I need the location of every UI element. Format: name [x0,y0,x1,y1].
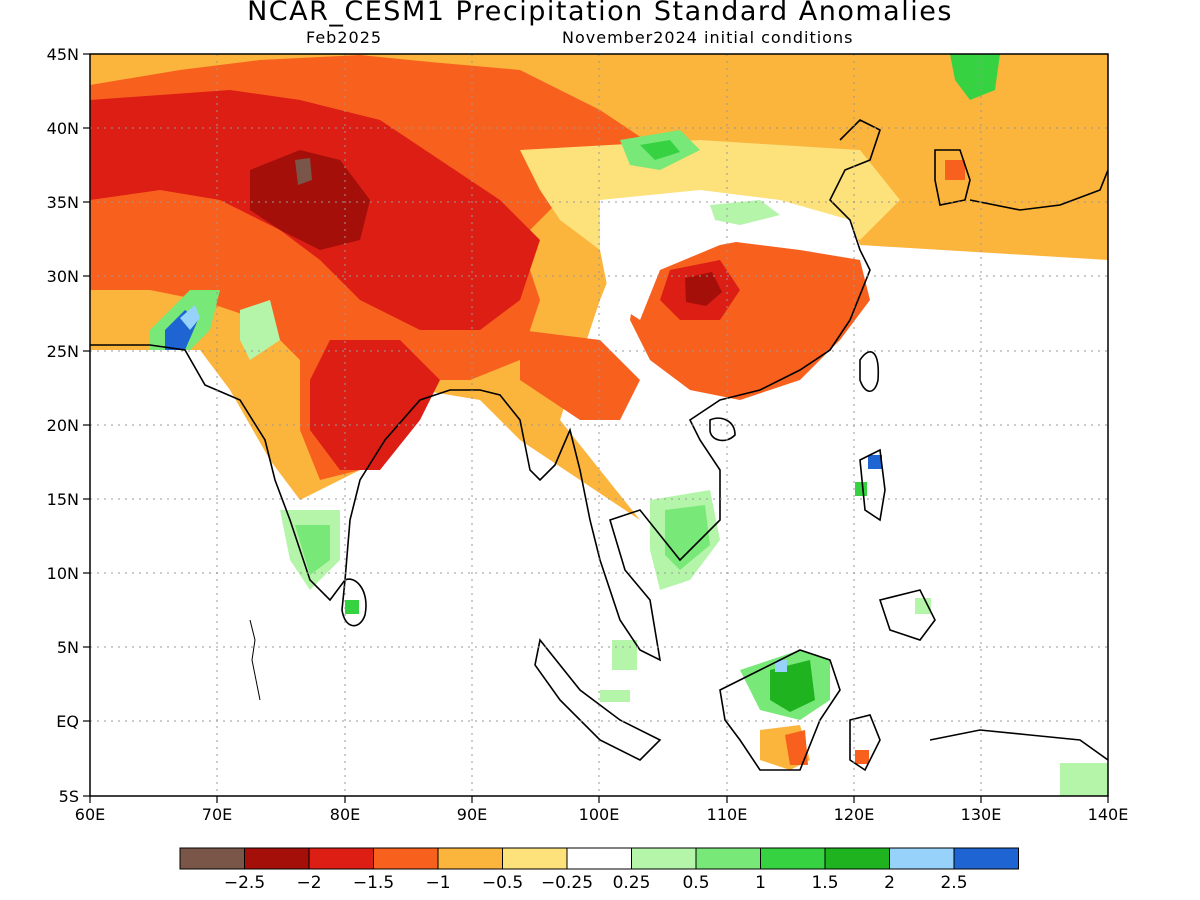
lat-label: 35N [47,193,79,212]
colorbar-swatch [889,847,955,870]
lon-label: 110E [707,805,748,824]
shade-0.25-india-n [240,300,280,360]
forecast-month: Feb2025 [306,28,383,47]
colorbar-swatch [244,847,310,870]
lat-label: 20N [47,416,79,435]
lat-label: 40N [47,119,79,138]
shade-0.25-southeast [1060,763,1108,796]
lon-label: 60E [75,805,105,824]
shade-2-borneo [775,660,787,672]
shade-0.25-malaya [612,640,637,670]
colorbar-label: 0.25 [613,873,651,893]
colorbar-label: −2 [296,873,321,893]
colorbar-label: 1.5 [811,873,838,893]
colorbar-swatch [179,847,245,870]
shade-1-korea [950,54,1000,100]
colorbar-swatch [824,847,890,870]
colorbar-label: −1.5 [353,873,394,893]
lon-label: 90E [457,805,487,824]
hainan-outline [709,417,736,442]
lon-label: 80E [330,805,360,824]
shade-minus-1.5-india [310,340,440,470]
shade-minus-2 [250,150,370,250]
map-title: NCAR_CESM1 Precipitation Standard Anomal… [247,0,953,27]
gridlines [90,54,1108,796]
shade-0.5-indochina [665,505,710,570]
colorbar-label: −1 [425,873,450,893]
lat-label: EQ [56,712,79,731]
colorbar-swatch [760,847,826,870]
lon-label: 120E [834,805,875,824]
sri-lanka-outline [341,578,367,627]
sumatra-outline [534,638,662,761]
lat-label: 25N [47,342,79,361]
lat-label: 15N [47,490,79,509]
mindanao-outline [878,589,936,641]
shade-minus-1-korea [945,160,965,180]
tick-marks [83,53,1109,803]
shade-minus-1-sea [520,330,640,420]
colorbar-swatch [566,847,632,870]
shade-1-luzon [855,482,867,496]
shade-1-srilanka [345,600,359,614]
initial-conditions: November2024 initial conditions [562,28,854,47]
maldives-outline [249,619,261,701]
new-guinea-outline [929,729,1108,761]
shade-1-north [640,140,680,160]
colorbar-label: 2.5 [940,873,967,893]
shade-0.25-sumatra [600,690,630,702]
colorbar-swatch [502,847,568,870]
lat-label: 30N [47,267,79,286]
colorbar-label: −2.5 [224,873,265,893]
shade-0.25-mindanao [915,598,931,614]
shade-minus-1-borneo [785,730,808,765]
colorbar-swatch [695,847,761,870]
shade-minus-2.5 [295,158,312,185]
japan-outline [969,169,1108,211]
coastlines [90,119,1108,772]
taiwan-outline [859,351,880,393]
colorbar-label: −0.5 [482,873,523,893]
colorbar: −2.5 −2 −1.5 −1 −0.5 −0.25 0.25 0.5 1 1.5 2 2.5 [179,847,1019,893]
shade-1.5-borneo [770,660,815,712]
shade-neutral-china [600,190,860,320]
shade-2.5-luzon [868,455,882,469]
lat-label: 5N [57,638,79,657]
colorbar-swatch [437,847,503,870]
korea-outline [934,149,971,206]
lat-label: 10N [47,564,79,583]
colorbar-label: 0.5 [682,873,709,893]
lon-label: 130E [961,805,1002,824]
shade-minus-2-china [685,272,722,306]
colorbar-swatch [631,847,697,870]
shade-minus-1-sulawesi [855,750,869,764]
lon-label: 140E [1088,805,1129,824]
colorbar-swatch [373,847,439,870]
lon-label: 70E [202,805,232,824]
shade-0.25-north [710,200,780,225]
shade-2-west [180,305,200,330]
lat-label: 5S [59,787,79,806]
colorbar-label: 2 [884,873,895,893]
shade-0.5-india-s [295,525,330,575]
colorbar-label: 1 [755,873,766,893]
lon-label: 100E [579,805,620,824]
colorbar-swatch [308,847,374,870]
colorbar-label: −0.25 [541,873,593,893]
luzon-outline [859,448,886,522]
sulawesi-outline [849,714,881,772]
borneo-outline [719,649,841,771]
lat-label: 45N [47,45,79,64]
colorbar-swatch [953,847,1019,870]
